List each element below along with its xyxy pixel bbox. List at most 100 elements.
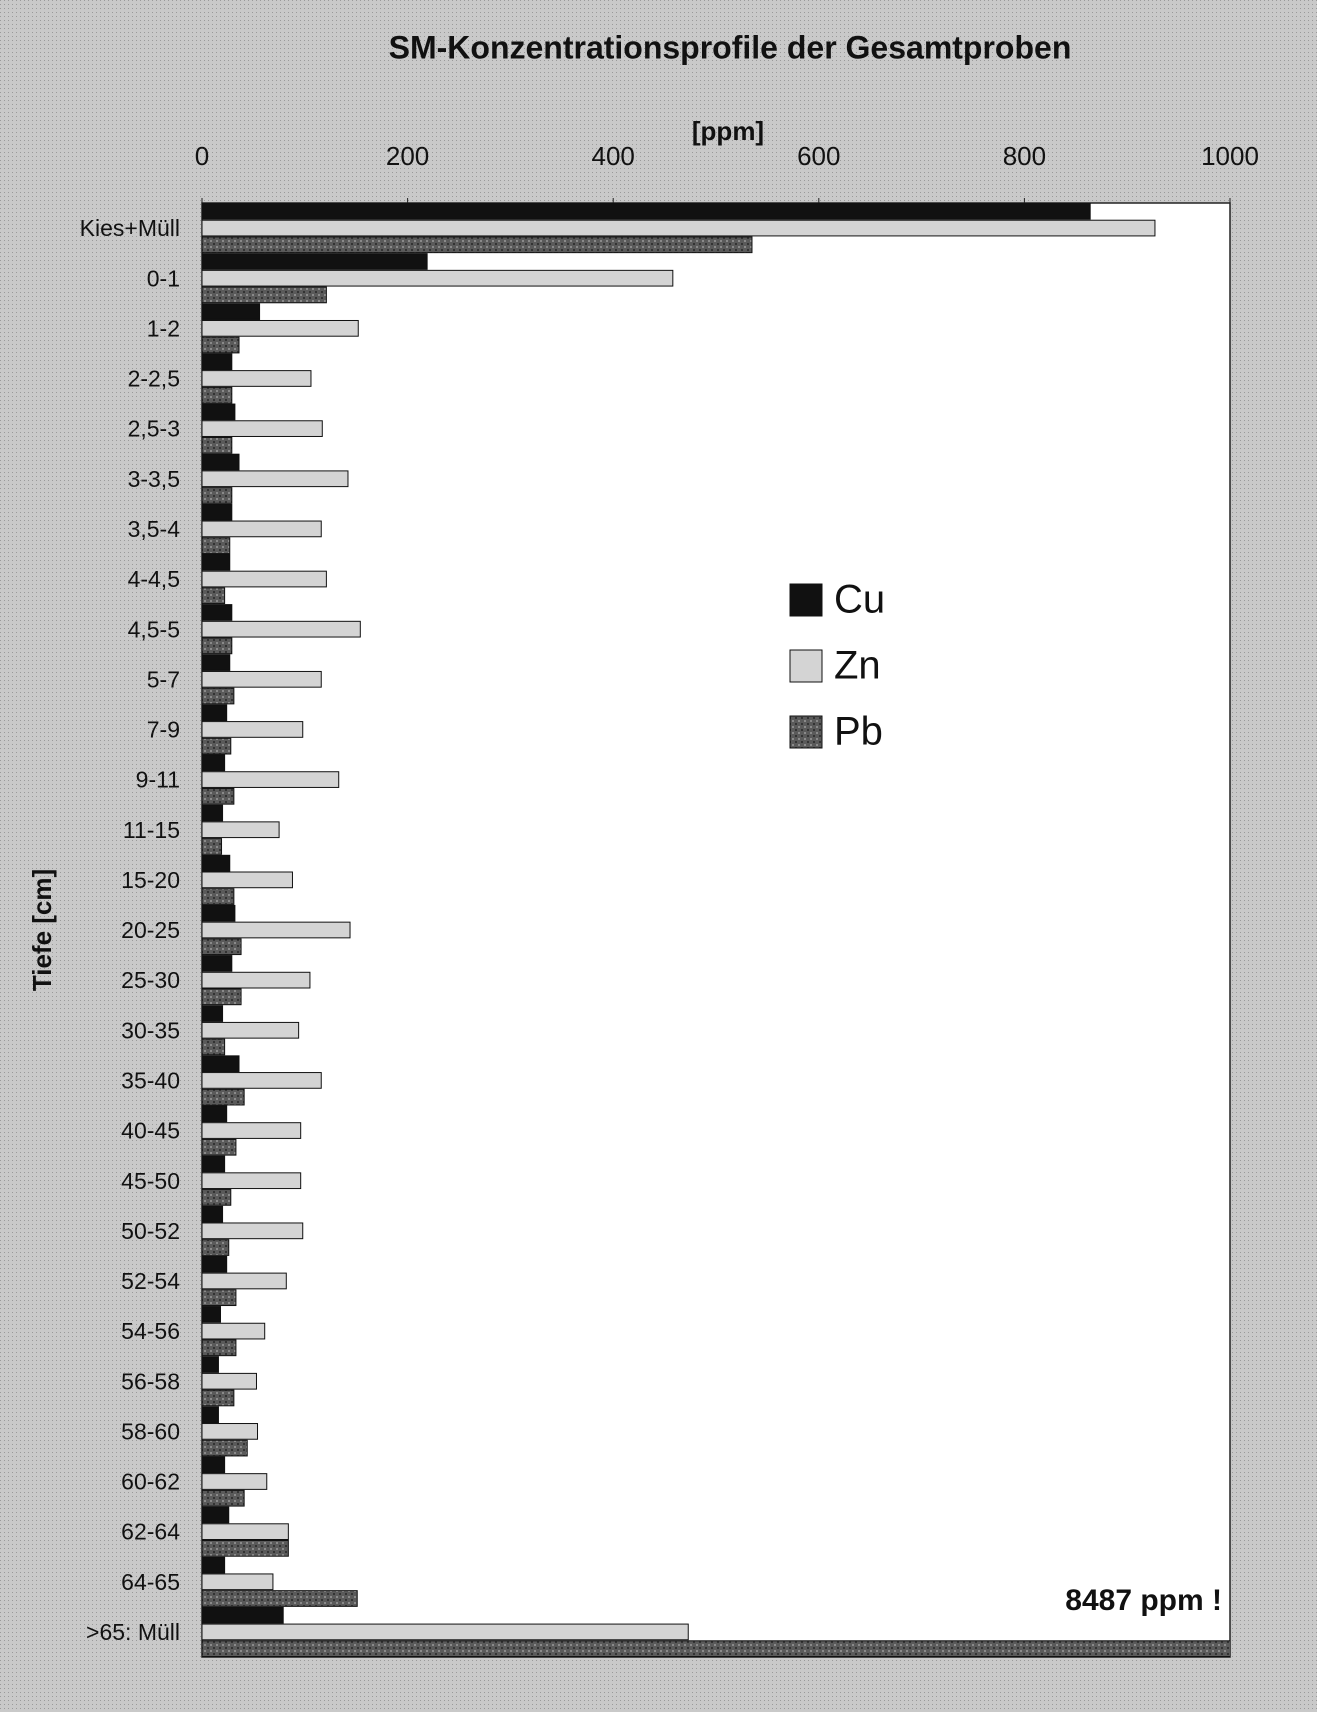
- bar: [202, 386, 233, 404]
- chart-title: SM-Konzentrationsprofile der Gesamtprobe…: [389, 29, 1072, 65]
- x-tick-label: 0: [195, 141, 209, 171]
- bar: [202, 1406, 219, 1424]
- bar: [202, 854, 231, 872]
- bar: [202, 553, 231, 571]
- y-tick-label: 7-9: [147, 717, 180, 743]
- bar: [202, 971, 311, 989]
- x-axis-label: [ppm]: [692, 116, 764, 146]
- bar: [202, 269, 674, 287]
- bar: [202, 570, 327, 588]
- bar: [202, 1423, 259, 1440]
- y-tick-label: 4,5-5: [128, 616, 180, 642]
- bar: [202, 704, 228, 722]
- bar: [202, 955, 233, 972]
- bar: [202, 453, 240, 471]
- bar: [202, 537, 231, 554]
- legend-label: Pb: [834, 710, 883, 754]
- bar: [202, 721, 304, 738]
- y-tick-label: 1-2: [147, 315, 180, 341]
- bar: [202, 1523, 289, 1541]
- y-tick-label: 11-15: [123, 817, 180, 843]
- bar: [202, 1372, 257, 1390]
- bar: [202, 1105, 228, 1123]
- bar: [202, 1205, 224, 1223]
- bar: [202, 219, 1156, 237]
- y-tick-label: 2-2,5: [128, 366, 180, 392]
- y-tick-label: >65: Müll: [86, 1619, 180, 1645]
- bar: [202, 888, 235, 905]
- y-tick-label: 3,5-4: [128, 516, 181, 542]
- y-tick-label: 3-3,5: [128, 466, 180, 492]
- bar: [202, 637, 233, 655]
- y-tick-label: 40-45: [121, 1118, 180, 1144]
- bar: [202, 787, 235, 805]
- y-tick-label: 64-65: [121, 1569, 180, 1595]
- bar: [202, 1322, 266, 1340]
- bar: [202, 1623, 689, 1641]
- x-tick-label: 400: [592, 141, 635, 171]
- plot-area: [201, 202, 1231, 1658]
- bar: [202, 1506, 230, 1524]
- bar: [202, 1172, 302, 1190]
- bar: [202, 1540, 289, 1557]
- bar: [202, 1456, 226, 1474]
- bar: [202, 1021, 300, 1039]
- bar: [202, 1289, 237, 1307]
- y-tick-label: 56-58: [121, 1368, 180, 1394]
- y-tick-label: Kies+Müll: [80, 215, 180, 241]
- y-tick-label: 52-54: [121, 1268, 180, 1294]
- y-tick-label: 35-40: [121, 1067, 180, 1093]
- bar: [202, 654, 231, 671]
- bar: [202, 1138, 237, 1156]
- bar: [202, 520, 322, 538]
- y-tick-label: 9-11: [136, 767, 180, 793]
- y-tick-label: 58-60: [121, 1418, 180, 1444]
- y-tick-label: 30-35: [121, 1017, 180, 1043]
- y-tick-label: 60-62: [121, 1469, 180, 1495]
- bar: [202, 938, 242, 956]
- bar: [202, 1055, 240, 1073]
- legend-swatch: [789, 715, 823, 749]
- bar: [202, 904, 236, 922]
- bar: [202, 821, 280, 839]
- bar: [202, 503, 233, 521]
- y-tick-label: 20-25: [121, 917, 180, 943]
- bar: [202, 1356, 219, 1373]
- bar: [202, 1222, 304, 1240]
- bar: [202, 620, 361, 638]
- bar: [202, 871, 293, 889]
- bar: [202, 804, 224, 822]
- y-axis-label: Tiefe [cm]: [27, 869, 57, 991]
- legend-label: Cu: [834, 578, 885, 622]
- bar: [202, 436, 233, 454]
- x-tick-label: 600: [797, 141, 840, 171]
- x-tick-label: 800: [1003, 141, 1046, 171]
- bar: [202, 370, 312, 387]
- bar: [202, 604, 233, 621]
- x-tick-label: 1000: [1201, 141, 1259, 171]
- bar: [202, 1255, 228, 1273]
- bar: [202, 587, 226, 605]
- bar: [202, 1072, 322, 1089]
- bar: [202, 403, 236, 421]
- bar: [202, 1239, 230, 1256]
- y-tick-label: 5-7: [147, 666, 180, 692]
- bar: [202, 1556, 226, 1574]
- bar: [202, 253, 428, 270]
- bar: [202, 1122, 302, 1139]
- y-tick-label: 4-4,5: [128, 566, 180, 592]
- annotation: 8487 ppm !: [1065, 1584, 1222, 1617]
- bar: [202, 1590, 358, 1607]
- y-tick-label: 0-1: [147, 265, 180, 291]
- bar: [202, 1606, 284, 1624]
- bar: [202, 236, 753, 254]
- y-tick-label: 25-30: [121, 967, 180, 993]
- legend-swatch: [789, 649, 823, 683]
- x-tick-label: 200: [386, 141, 429, 171]
- bar: [202, 1640, 1230, 1657]
- y-tick-label: 62-64: [121, 1519, 180, 1545]
- bar: [202, 838, 223, 855]
- bar: [202, 921, 351, 939]
- bar: [202, 303, 261, 320]
